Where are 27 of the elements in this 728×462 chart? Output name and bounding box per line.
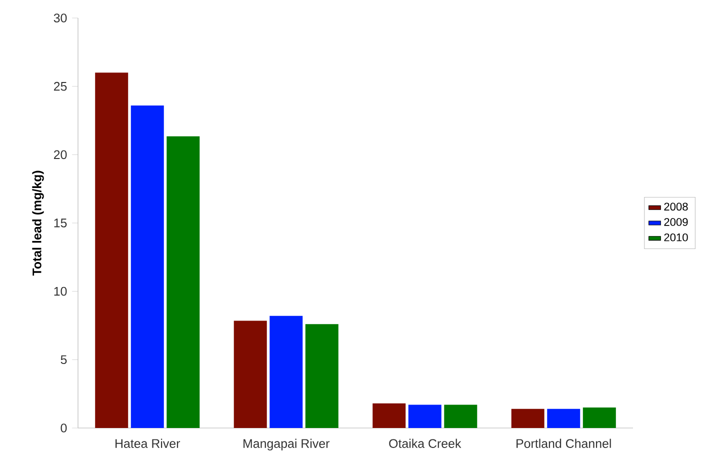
y-axis-title: Total lead (mg/kg) <box>32 170 44 276</box>
x-tick-label: Otaika Creek <box>389 438 462 448</box>
bar <box>166 136 200 428</box>
y-tick-label: 20 <box>54 150 67 160</box>
bar <box>511 408 544 428</box>
legend-label: 2009 <box>664 218 688 226</box>
bar <box>270 316 303 428</box>
x-tick-label: Hatea River <box>116 438 180 448</box>
y-tick-label: 30 <box>54 14 67 22</box>
x-tick-label: Mangapai River <box>244 438 330 450</box>
y-tick-label: 25 <box>54 82 67 91</box>
bar <box>305 324 338 428</box>
y-tick-label: 5 <box>60 355 67 364</box>
bar <box>408 404 442 428</box>
bar <box>582 408 616 428</box>
bar <box>234 320 267 428</box>
bar <box>444 404 478 428</box>
bar <box>130 105 164 428</box>
bar <box>95 72 128 428</box>
bar <box>547 408 580 428</box>
legend-label: 2010 <box>664 233 688 242</box>
legend-label: 2008 <box>664 202 688 211</box>
y-tick-label: 15 <box>54 218 67 228</box>
bar <box>372 403 406 428</box>
y-tick-label: 10 <box>54 286 67 296</box>
x-tick-label: Portland Channel <box>516 438 611 448</box>
y-tick-label: 0 <box>60 424 67 432</box>
